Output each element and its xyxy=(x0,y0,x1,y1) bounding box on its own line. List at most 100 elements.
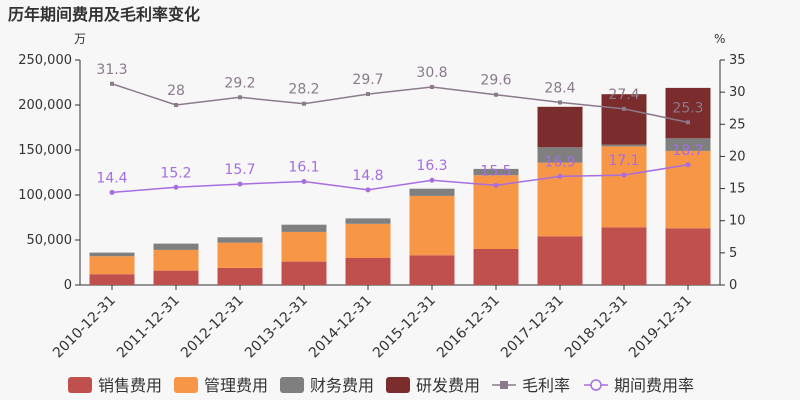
data-label: 29.2 xyxy=(224,75,255,91)
series-line xyxy=(111,83,689,124)
bar-segment xyxy=(153,270,199,285)
data-label: 29.7 xyxy=(352,72,383,88)
legend-marker xyxy=(590,379,602,391)
right-tick-label: 35 xyxy=(729,53,746,68)
right-axis-unit: % xyxy=(714,32,725,46)
series-point xyxy=(430,85,434,89)
bar-segment xyxy=(409,195,455,256)
bar-segment xyxy=(281,231,327,262)
data-label: 28.2 xyxy=(288,82,319,98)
right-tick-label: 25 xyxy=(729,117,746,132)
bar-segment xyxy=(665,87,711,139)
bar-segment xyxy=(281,261,327,285)
x-tick-label: 2011-12-31 xyxy=(114,293,183,362)
data-label: 29.6 xyxy=(480,73,511,89)
data-label: 17.1 xyxy=(608,153,639,169)
series-point xyxy=(621,172,627,178)
bar-segment xyxy=(217,267,263,285)
series-point xyxy=(622,106,626,111)
left-tick-label: 250,000 xyxy=(18,53,72,68)
data-label: 28 xyxy=(167,83,185,99)
plot-area: 0 50,000 100,000 150,000 200,000 250,000 0 5 10 1… xyxy=(18,53,745,361)
legend-label: 毛利率 xyxy=(522,376,570,395)
legend-swatch xyxy=(386,377,410,393)
left-tick-label: 100,000 xyxy=(18,188,72,203)
left-axis-unit: 万 xyxy=(74,32,86,46)
data-label: 16.3 xyxy=(416,158,447,174)
series-point xyxy=(302,101,306,106)
series-point xyxy=(494,92,498,97)
series-point xyxy=(174,103,178,107)
legend-marker xyxy=(500,381,508,389)
data-label: 14.8 xyxy=(352,168,383,184)
x-tick-label: 2014-12-31 xyxy=(306,293,375,362)
bar-segment xyxy=(345,223,391,258)
series-point xyxy=(429,177,435,183)
x-tick-label: 2018-12-31 xyxy=(562,293,631,362)
data-label: 31.3 xyxy=(96,62,127,78)
legend: 销售费用 管理费用 财务费用 研发费用 毛利率 期间费用率 xyxy=(68,376,694,395)
bar-segment xyxy=(537,106,583,148)
bar-segment xyxy=(217,237,263,243)
data-label: 28.4 xyxy=(544,80,575,96)
series-point xyxy=(557,173,563,179)
data-label: 15.2 xyxy=(160,165,191,181)
series-point xyxy=(237,181,243,187)
bar-segment xyxy=(601,146,647,228)
bar-segment xyxy=(153,249,199,271)
data-label: 27.4 xyxy=(608,87,639,103)
bar-segment xyxy=(473,168,519,176)
chart-title: 历年期间费用及毛利率变化 xyxy=(8,5,200,24)
bar-segment xyxy=(601,94,647,145)
legend-label: 销售费用 xyxy=(98,376,162,395)
bar-segment xyxy=(537,236,583,285)
bar-segment xyxy=(665,228,711,285)
bar-segment xyxy=(409,255,455,285)
x-tick-label: 2015-12-31 xyxy=(370,293,439,362)
bar-segment xyxy=(217,242,263,268)
bar-segment xyxy=(345,218,391,224)
bar-segment xyxy=(153,243,199,250)
data-label: 16.1 xyxy=(288,160,319,176)
bar-segment xyxy=(473,249,519,285)
x-tick-label: 2016-12-31 xyxy=(434,293,503,362)
data-label: 18.7 xyxy=(672,143,703,159)
legend-label: 管理费用 xyxy=(204,376,268,395)
legend-swatch xyxy=(280,377,304,393)
data-label: 15.7 xyxy=(224,162,255,178)
x-tick-label: 2017-12-31 xyxy=(498,293,567,362)
data-label: 30.8 xyxy=(416,65,447,81)
bar-segment xyxy=(281,224,327,232)
left-tick-label: 150,000 xyxy=(18,143,72,158)
series-point xyxy=(685,162,691,168)
series-point xyxy=(173,184,179,190)
legend-label: 研发费用 xyxy=(416,376,480,395)
series-point xyxy=(558,100,562,105)
right-tick-label: 0 xyxy=(729,278,737,293)
series-point xyxy=(686,120,690,125)
bar-segment xyxy=(345,258,391,285)
data-label: 25.3 xyxy=(672,100,703,116)
bar-segment xyxy=(89,274,135,285)
bar-segment xyxy=(601,144,647,147)
series-point xyxy=(109,189,115,195)
series-point xyxy=(110,81,114,86)
right-tick-label: 15 xyxy=(729,182,746,197)
right-tick-label: 20 xyxy=(729,149,746,164)
right-tick-label: 5 xyxy=(729,246,737,261)
series-point xyxy=(238,95,242,100)
legend-swatch xyxy=(68,377,92,393)
x-tick-label: 2019-12-31 xyxy=(626,293,695,362)
bar-segment xyxy=(665,138,711,151)
bar-segment xyxy=(89,256,135,275)
x-tick-label: 2013-12-31 xyxy=(242,293,311,362)
bar-segment xyxy=(601,227,647,285)
data-label: 15.5 xyxy=(480,163,511,179)
legend-swatch xyxy=(174,377,198,393)
left-tick-label: 200,000 xyxy=(18,98,72,113)
left-tick-label: 50,000 xyxy=(27,233,73,248)
bar-segment xyxy=(537,147,583,163)
series-point xyxy=(365,187,371,193)
series-point xyxy=(366,92,370,97)
